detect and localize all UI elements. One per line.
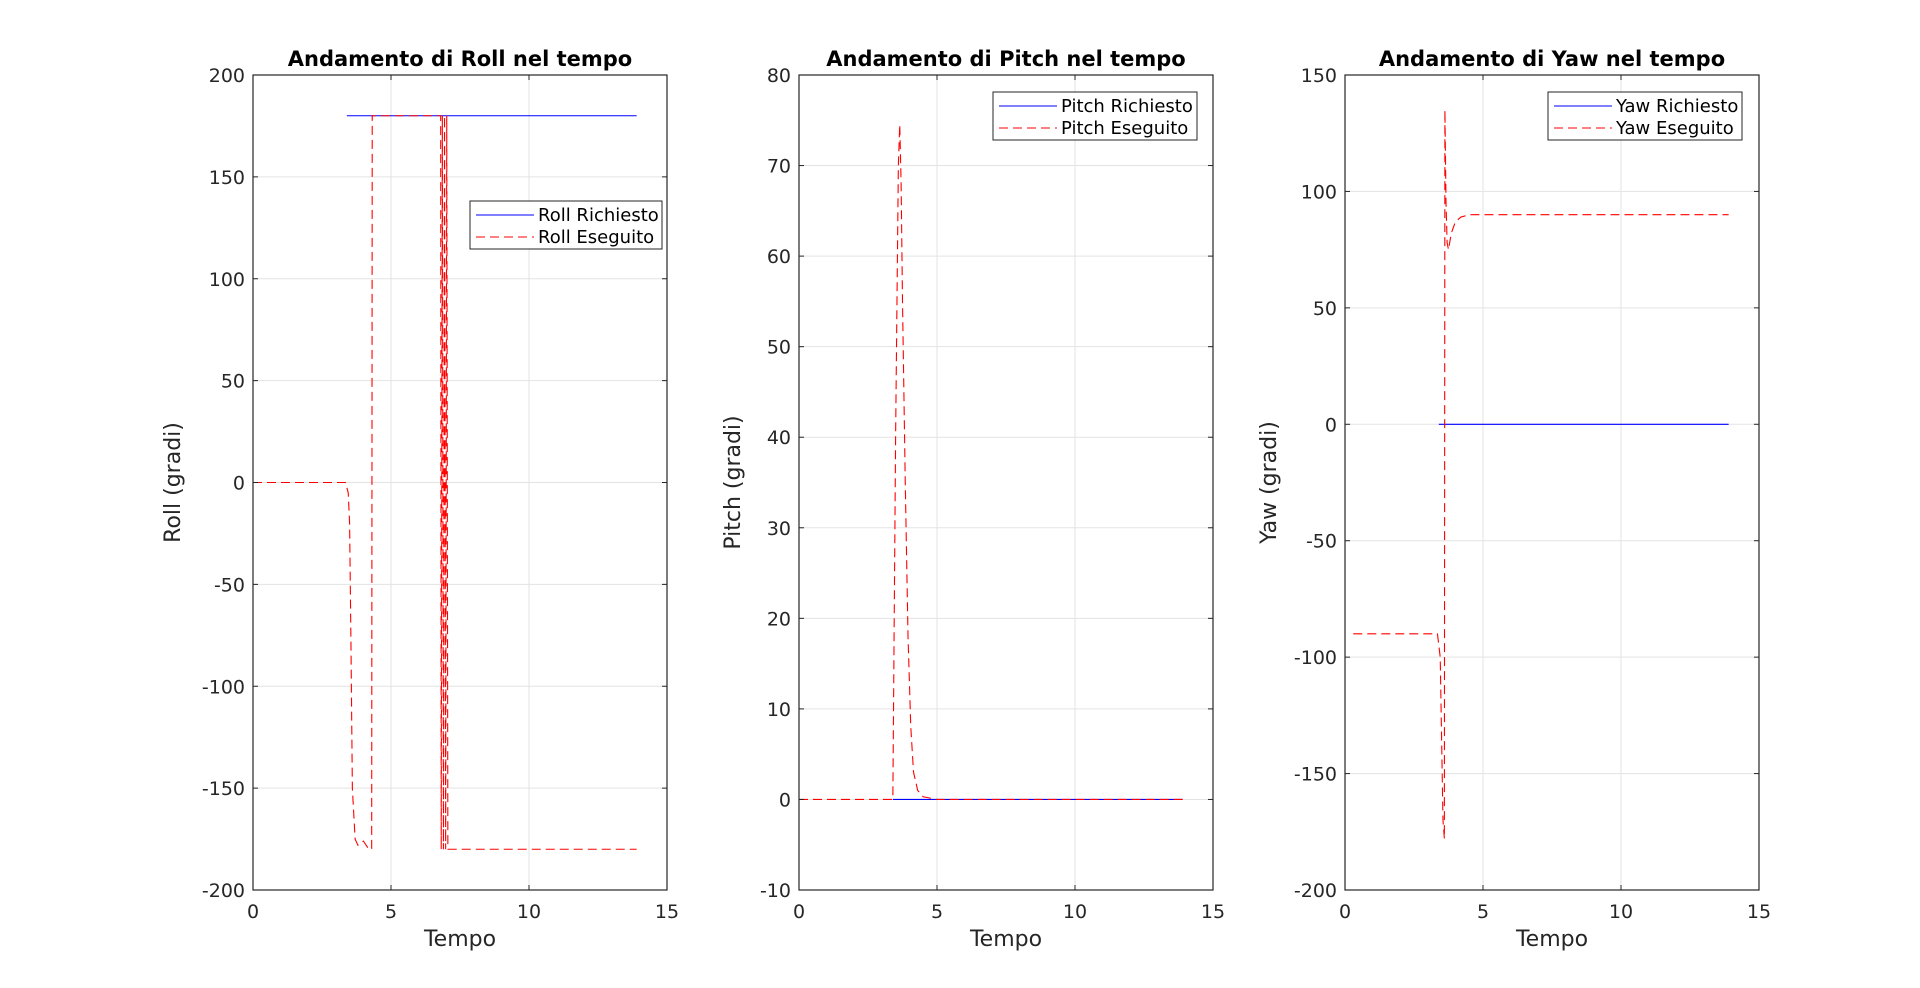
series-line-2 [799,124,1183,800]
x-tick-label: 15 [1201,901,1225,923]
series-line-2 [253,115,637,850]
y-tick-label: 200 [209,65,245,87]
y-tick-label: 0 [779,789,791,811]
y-tick-label: 50 [1313,298,1337,320]
y-tick-label: -50 [214,574,245,596]
y-tick-label: -100 [1294,647,1337,669]
y-tick-label: 150 [209,167,245,189]
chart-title: Andamento di Roll nel tempo [288,47,632,71]
y-tick-label: 10 [767,699,791,721]
y-axis-label: Yaw (gradi) [1257,421,1282,545]
legend-label: Yaw Eseguito [1615,118,1734,139]
subplot-1: 0 5 10 15 -200 -150 -100 -50 0 50 100 150 200 Andamen… [161,47,679,952]
y-tick-label: 30 [767,518,791,540]
y-tick-label: 80 [767,65,791,87]
legend-label: Yaw Richiesto [1615,96,1738,117]
y-tick-label: -50 [1306,531,1337,553]
x-tick-label: 0 [247,901,259,923]
y-tick-label: 70 [767,156,791,178]
x-axis-label: Tempo [969,927,1042,952]
y-tick-label: 40 [767,427,791,449]
y-tick-label: 0 [233,473,245,495]
x-tick-label: 15 [655,901,679,923]
subplot-3: 0 5 10 15 -200 -150 -100 -50 0 50 100 150 Andamento … [1257,47,1771,952]
x-tick-label: 15 [1747,901,1771,923]
y-tick-label: 20 [767,608,791,630]
legend-box [1547,91,1743,141]
y-tick-label: -150 [202,778,245,800]
legend-box [992,91,1198,141]
axes-box [1344,74,1760,891]
legend-label: Roll Eseguito [538,227,654,248]
series-line-2 [1353,109,1729,839]
x-tick-label: 5 [1477,901,1489,923]
x-tick-label: 5 [385,901,397,923]
chart-title: Andamento di Pitch nel tempo [826,47,1185,71]
y-tick-label: 50 [767,337,791,359]
y-tick-label: 60 [767,246,791,268]
y-tick-label: -10 [760,880,791,902]
legend-label: Roll Richiesto [538,205,659,226]
chart-title: Andamento di Yaw nel tempo [1379,47,1725,71]
axes-box [798,74,1214,891]
legend-label: Pitch Eseguito [1061,118,1188,139]
x-tick-label: 0 [793,901,805,923]
x-axis-label: Tempo [1515,927,1588,952]
y-tick-label: -150 [1294,764,1337,786]
y-tick-label: 100 [1301,181,1337,203]
y-tick-label: -200 [202,880,245,902]
x-tick-label: 5 [931,901,943,923]
legend-box [469,200,663,250]
y-tick-label: 50 [221,371,245,393]
y-axis-label: Pitch (gradi) [721,415,746,549]
plot-area [799,75,1213,890]
legend-label: Pitch Richiesto [1061,96,1193,117]
y-tick-label: 150 [1301,65,1337,87]
x-tick-label: 10 [517,901,541,923]
x-axis-label: Tempo [423,927,496,952]
y-axis-label: Roll (gradi) [161,422,186,543]
plot-area [1345,75,1759,890]
x-tick-label: 0 [1339,901,1351,923]
x-tick-label: 10 [1609,901,1633,923]
x-tick-label: 10 [1063,901,1087,923]
y-tick-label: -100 [202,676,245,698]
y-tick-label: 0 [1325,414,1337,436]
y-tick-label: -200 [1294,880,1337,902]
y-tick-label: 100 [209,269,245,291]
